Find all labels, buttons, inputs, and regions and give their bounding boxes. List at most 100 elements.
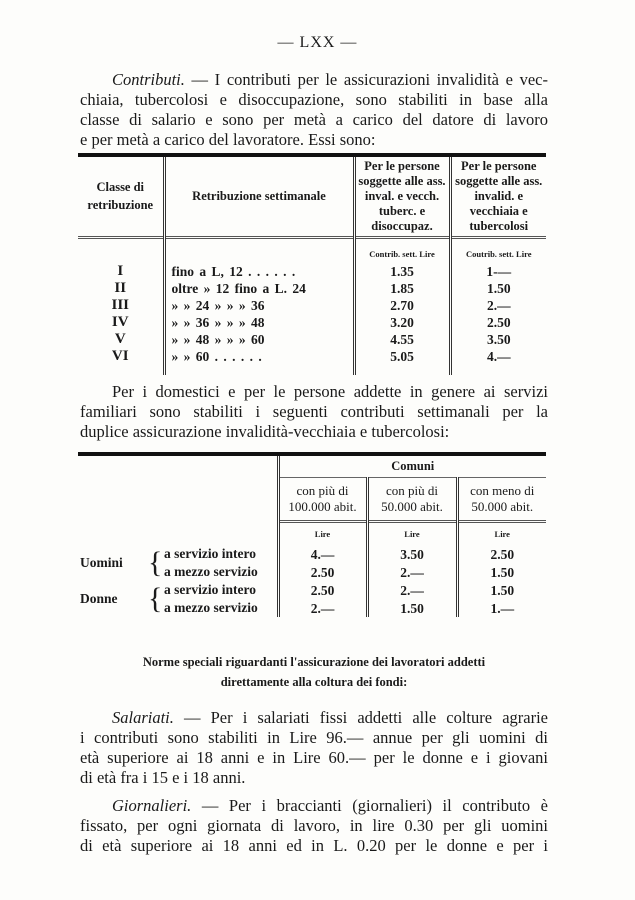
header-col1: con più di 100.000 abit. (276, 477, 367, 521)
units-col4: Coutrib. sett. Lire (448, 237, 546, 259)
retribuzione-cell: » » 60 . . . . . . (162, 348, 354, 375)
group-label: Uomini (80, 555, 123, 570)
table-row: IV» » 36 » » » 48 3.20 2.50 (78, 314, 546, 331)
value-cell: 2.— (276, 599, 367, 617)
header-col3: Per le persone soggette alle ass. inval.… (352, 155, 450, 237)
retribuzione-cell: oltre » 12 fino a L. 24 (162, 280, 354, 297)
row-label: a mezzo servizio (78, 599, 278, 617)
para4-text: — Per i braccianti (giornalieri) il cont… (191, 796, 548, 815)
section-heading-line-2: direttamente alla coltura dei fondi: (220, 675, 408, 689)
domestic-contributions-table: Comuni con più di 100.000 abit. con più … (78, 452, 546, 617)
para4-line-3: di età superiore ai 18 anni ed in L. 0.2… (80, 836, 548, 855)
brace-icon: { (148, 546, 163, 579)
para4-title: Giornalieri. (112, 796, 192, 815)
value-cell: 2.— (365, 581, 457, 599)
unit-col3: Lire (455, 521, 546, 545)
tipo-label: a servizio intero (164, 546, 256, 561)
header-retribuzione: Retribuzione settimanale (162, 155, 354, 237)
table-row: VI» » 60 . . . . . . 5.05 4.— (78, 348, 546, 375)
table-row: Uomini {a servizio intero 4.— 3.50 2.50 (78, 545, 546, 579)
retribuzione-cell: » » 48 » » » 60 (162, 331, 354, 348)
para3-title: Salariati. (112, 708, 174, 727)
para3-line-1: Salariati. — Per i salariati fissi addet… (112, 708, 548, 728)
header-col2: con più di 50.000 abit. (365, 477, 457, 521)
group-label: Donne (80, 591, 118, 606)
table-row: V» » 48 » » » 60 4.55 3.50 (78, 331, 546, 348)
section-heading-line-1: Norme speciali riguardanti l'assicurazio… (142, 655, 486, 669)
page-number: — LXX — (277, 34, 358, 51)
para2-line-3: duplice assicurazione invalidità-vecchia… (80, 422, 450, 441)
table-row: a mezzo servizio 2.50 2.— 1.50 (78, 563, 546, 581)
value-cell: 3.50 (365, 545, 457, 563)
table-row: III» » 24 » » » 36 2.70 2.— (78, 297, 546, 314)
value-cell: 2.50 (276, 563, 367, 581)
units-col3: Contrib. sett. Lire (352, 237, 450, 259)
col3-cell: 1.85 (352, 280, 450, 297)
table-row: a mezzo servizio 2.— 1.50 1.— (78, 599, 546, 617)
value-cell: 1.50 (365, 599, 457, 617)
unit-col1: Lire (276, 521, 367, 545)
contributions-table: Classe di retribuzione Retribuzione sett… (78, 153, 546, 375)
classe-cell: II (78, 280, 165, 297)
col3-cell: 1.35 (352, 259, 450, 280)
table-row: II oltre » 12 fino a L. 24 1.85 1.50 (78, 280, 546, 297)
para1-line-2: chiaia, tubercolosi e disoccupazione, so… (80, 90, 548, 109)
units-empty (162, 237, 354, 259)
header-comuni: Comuni (276, 454, 546, 478)
para3-line-3: età superiore ai 18 anni e in Lire 60.— … (80, 748, 548, 767)
header-col3: con meno di 50.000 abit. (455, 477, 546, 521)
para1-line-4: e per metà a carico del lavoratore. Essi… (80, 130, 376, 149)
para1-line-1: Contributi. — I contributi per le assicu… (112, 70, 548, 90)
group-header-row: Comuni (78, 454, 546, 478)
retribuzione-cell: » » 36 » » » 48 (162, 314, 354, 331)
tipo-label: a mezzo servizio (164, 564, 258, 579)
para4-line-1: Giornalieri. — Per i braccianti (giornal… (112, 796, 548, 816)
col3-cell: 3.20 (352, 314, 450, 331)
value-cell: 2.50 (455, 545, 546, 563)
col4-cell: 2.— (448, 297, 546, 314)
classe-cell: III (78, 297, 165, 314)
classe-cell: IV (78, 314, 165, 331)
col4-cell: 1.50 (448, 280, 546, 297)
col4-cell: 1-— (448, 259, 546, 280)
header-col4: Per le persone soggette alle ass. invali… (448, 155, 546, 237)
unit-col2: Lire (365, 521, 457, 545)
header-empty (78, 454, 278, 545)
retribuzione-cell: fino a L, 12 . . . . . . (162, 259, 354, 280)
para3-line-4: di età fra i 15 e i 18 anni. (80, 768, 246, 787)
brace-icon: { (148, 582, 163, 615)
row-label: a mezzo servizio (78, 563, 278, 581)
para4-line-2: fissato, per ogni giornata di lavoro, in… (80, 816, 548, 835)
para1-text: — I contributi per le assicurazioni inva… (184, 70, 548, 89)
units-empty (78, 237, 165, 259)
tipo-label: a mezzo servizio (164, 600, 258, 615)
units-row: Contrib. sett. Lire Coutrib. sett. Lire (78, 237, 546, 259)
para3-text: — Per i salariati fissi addetti alle col… (173, 708, 548, 727)
col3-cell: 4.55 (352, 331, 450, 348)
para3-line-2: i contributi sono stabiliti in Lire 96.—… (80, 728, 548, 747)
table-row: Donne{a servizio intero 2.50 2.— 1.50 (78, 581, 546, 615)
para2-line-1: Per i domestici e per le persone addette… (112, 382, 548, 401)
col3-cell: 2.70 (352, 297, 450, 314)
col4-cell: 2.50 (448, 314, 546, 331)
row-label: Uomini {a servizio intero (78, 545, 278, 579)
tipo-label: a servizio intero (164, 582, 256, 597)
para1-line-3: classe di salario e sono per metà a cari… (80, 110, 548, 129)
value-cell: 4.— (276, 545, 367, 563)
units-row: Lire Lire Lire (78, 521, 546, 545)
retribuzione-cell: » » 24 » » » 36 (162, 297, 354, 314)
col4-cell: 3.50 (448, 331, 546, 348)
value-cell: 1.50 (455, 563, 546, 581)
col4-cell: 4.— (448, 348, 546, 375)
classe-cell: I (78, 259, 165, 280)
classe-cell: V (78, 331, 165, 348)
header-row: con più di 100.000 abit. con più di 50.0… (78, 477, 546, 521)
header-classe: Classe di retribuzione (78, 155, 165, 237)
row-label: Donne {a servizio intero (78, 581, 278, 615)
value-cell: 1.50 (455, 581, 546, 599)
value-cell: 1.— (455, 599, 546, 617)
table-header-row: Classe di retribuzione Retribuzione sett… (78, 155, 546, 237)
para2-line-2: familiari sono stabiliti i seguenti cont… (80, 402, 548, 421)
value-cell: 2.50 (276, 581, 367, 599)
